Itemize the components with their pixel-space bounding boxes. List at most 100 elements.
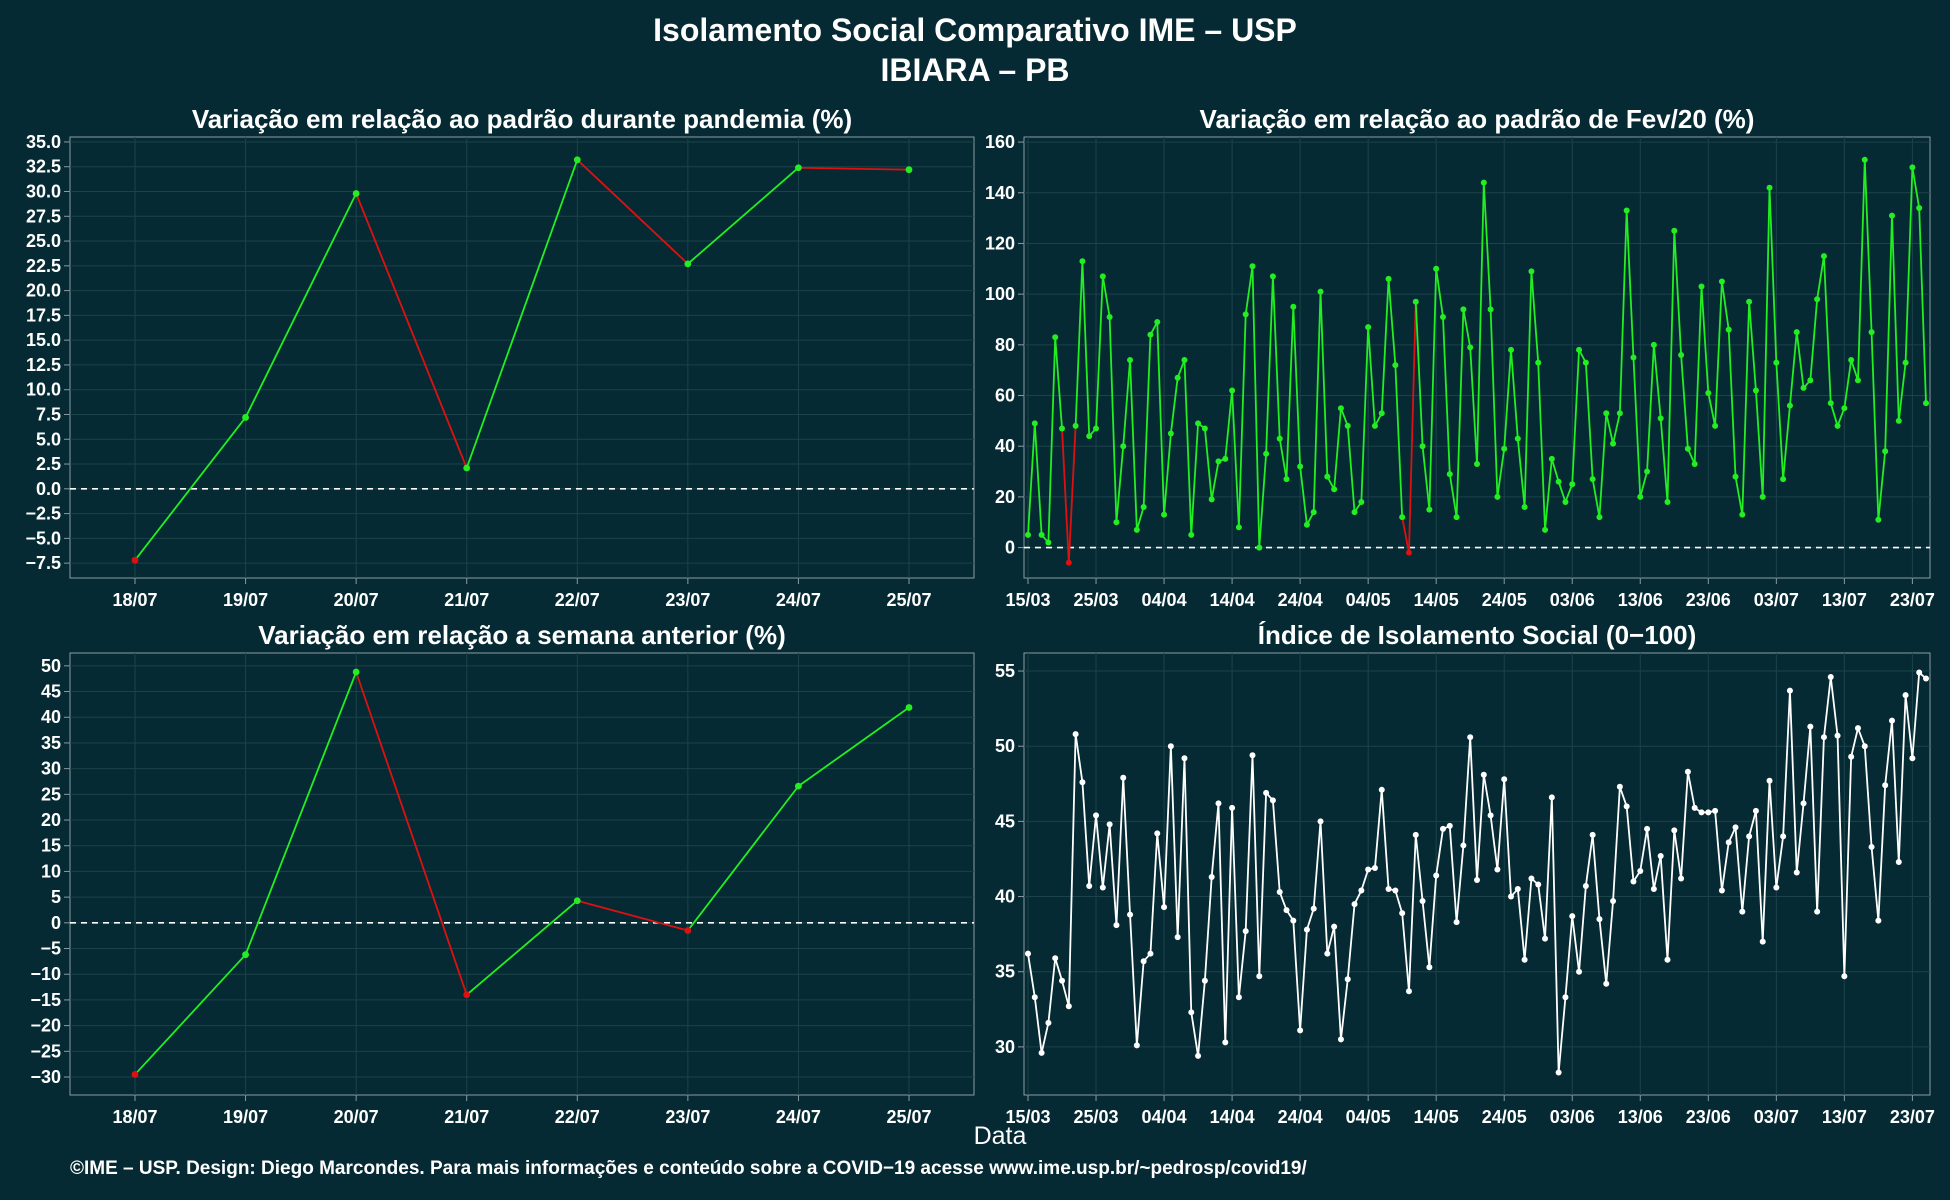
data-point bbox=[1188, 531, 1195, 538]
data-point bbox=[1405, 988, 1412, 995]
series-segment bbox=[1462, 309, 1472, 348]
data-point bbox=[1535, 359, 1542, 366]
data-point bbox=[1399, 910, 1406, 917]
data-point bbox=[1324, 950, 1331, 957]
data-point bbox=[1161, 904, 1168, 911]
series-segment bbox=[1176, 758, 1186, 938]
series-segment bbox=[1462, 737, 1472, 846]
data-point bbox=[1616, 410, 1623, 417]
series-segment bbox=[1380, 789, 1390, 890]
series-segment bbox=[577, 899, 689, 932]
data-point bbox=[1848, 753, 1855, 760]
x-tick-label: 15/03 bbox=[1005, 590, 1050, 610]
series-segment bbox=[1340, 979, 1349, 1040]
data-point bbox=[1392, 362, 1399, 369]
data-point bbox=[1460, 842, 1467, 849]
data-point bbox=[1501, 445, 1508, 452]
data-point bbox=[1487, 812, 1494, 819]
series-segment bbox=[1870, 332, 1880, 520]
data-point bbox=[1603, 410, 1610, 417]
series-segment bbox=[1795, 332, 1805, 389]
series-segment bbox=[1646, 828, 1655, 890]
data-point bbox=[1297, 463, 1304, 470]
y-tick-label: 50 bbox=[995, 736, 1015, 756]
y-tick-label: 15.0 bbox=[26, 330, 61, 350]
x-tick-label: 23/06 bbox=[1686, 1107, 1731, 1127]
y-tick-label: 12.5 bbox=[26, 355, 61, 375]
series-segment bbox=[1251, 755, 1261, 977]
series-segment bbox=[1612, 786, 1621, 902]
series-segment bbox=[1067, 425, 1077, 563]
series-segment bbox=[1251, 266, 1261, 548]
y-tick-label: 30 bbox=[995, 1037, 1015, 1057]
data-point bbox=[1229, 804, 1236, 811]
data-point bbox=[1569, 913, 1576, 920]
series-segment bbox=[1510, 349, 1519, 439]
data-point bbox=[1807, 723, 1814, 730]
data-point bbox=[1025, 531, 1031, 538]
data-point bbox=[1732, 824, 1739, 831]
series-segment bbox=[1115, 777, 1125, 926]
series-segment bbox=[1680, 354, 1689, 449]
data-point bbox=[1691, 460, 1698, 467]
data-point bbox=[1167, 743, 1174, 750]
data-point bbox=[1290, 303, 1297, 310]
data-point bbox=[1310, 905, 1317, 912]
series-segment bbox=[1591, 478, 1601, 518]
data-point bbox=[1222, 455, 1229, 462]
data-point bbox=[1106, 821, 1113, 828]
series-segment bbox=[1911, 167, 1921, 209]
x-tick-label: 22/07 bbox=[555, 590, 600, 610]
data-point bbox=[1916, 669, 1923, 676]
data-point bbox=[1371, 422, 1378, 429]
data-point bbox=[1174, 934, 1181, 941]
data-point bbox=[1868, 329, 1875, 336]
y-tick-label: 7.5 bbox=[36, 404, 61, 424]
series-segment bbox=[1530, 271, 1540, 363]
series-segment bbox=[1122, 777, 1131, 915]
x-tick-label: 19/07 bbox=[223, 590, 268, 610]
data-point bbox=[1140, 504, 1147, 511]
series-segment bbox=[1829, 676, 1839, 736]
data-point bbox=[573, 897, 581, 905]
data-point bbox=[352, 190, 360, 197]
data-point bbox=[1154, 830, 1161, 837]
data-point bbox=[1657, 852, 1664, 859]
x-tick-label: 25/07 bbox=[886, 1107, 931, 1127]
plot-semana: −30 −25 −20 −15 −10 −5 0 5 10 15 20 25 30 35 40 45 50 18/… bbox=[30, 652, 975, 1127]
x-tick-label: 20/07 bbox=[334, 1107, 379, 1127]
series-segment bbox=[1768, 780, 1778, 888]
plot-frame bbox=[69, 136, 975, 579]
x-tick-label: 21/07 bbox=[444, 1107, 489, 1127]
data-point bbox=[1256, 544, 1263, 551]
series-segment bbox=[1809, 299, 1819, 381]
data-point bbox=[1712, 422, 1719, 429]
data-point bbox=[1453, 514, 1460, 521]
data-point bbox=[1412, 831, 1419, 838]
series-segment bbox=[1795, 803, 1805, 873]
series-segment bbox=[1571, 915, 1580, 972]
y-tick-label: 0 bbox=[1005, 538, 1015, 558]
series-segment bbox=[1047, 337, 1057, 543]
data-point bbox=[1188, 1009, 1195, 1016]
series-segment bbox=[1135, 506, 1145, 531]
series-segment bbox=[1823, 256, 1832, 404]
series-segment bbox=[1714, 281, 1723, 426]
data-point bbox=[1439, 313, 1446, 320]
data-point bbox=[1474, 460, 1480, 467]
series-segment bbox=[1027, 953, 1036, 998]
series-segment bbox=[1741, 301, 1751, 515]
data-point bbox=[1637, 493, 1644, 500]
series-segment bbox=[1789, 332, 1798, 406]
data-point bbox=[1045, 539, 1052, 546]
data-point bbox=[1208, 874, 1215, 881]
data-point bbox=[1099, 273, 1106, 280]
data-point bbox=[1718, 278, 1725, 285]
x-tick-label: 15/03 bbox=[1005, 1107, 1050, 1127]
y-tick-label: 10.0 bbox=[26, 380, 61, 400]
series-segment bbox=[1394, 365, 1404, 518]
series-segment bbox=[1421, 446, 1431, 510]
series-segment bbox=[1299, 929, 1308, 1031]
data-point bbox=[1378, 786, 1385, 793]
y-tick-label: 140 bbox=[985, 183, 1015, 203]
